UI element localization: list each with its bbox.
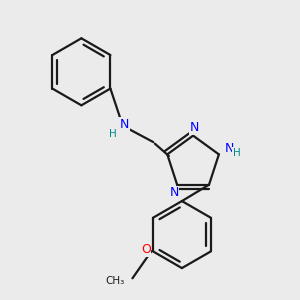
Text: N: N — [224, 142, 234, 155]
Text: H: H — [110, 129, 117, 139]
Text: N: N — [190, 121, 200, 134]
Text: O: O — [141, 243, 151, 256]
Text: H: H — [232, 148, 240, 158]
Text: CH₃: CH₃ — [105, 277, 124, 286]
Text: N: N — [120, 118, 129, 131]
Text: N: N — [169, 186, 178, 199]
